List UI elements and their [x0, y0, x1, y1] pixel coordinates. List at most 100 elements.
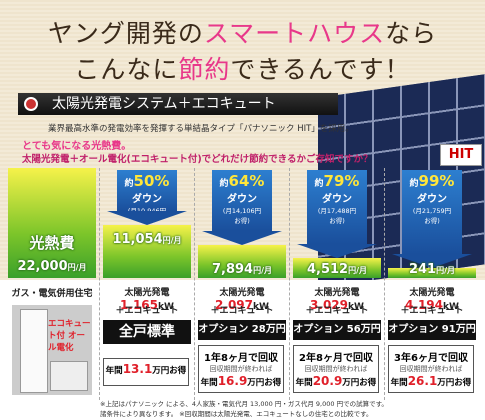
result-box: 2年8ヶ月で回収 回収期間が終われば 年間20.9万円お得	[293, 345, 379, 393]
option: オプション 91万円	[388, 320, 476, 340]
footnote: 諸条件により異なります。 ※回収期間は太陽光発電、エコキュートなしの住宅との比較…	[100, 410, 373, 418]
divider	[99, 168, 100, 400]
unit: 円/月	[436, 266, 456, 275]
title-part: できるんです！	[230, 55, 411, 84]
title-part: ヤング開発の	[47, 19, 204, 48]
after: 回収期間が終われば	[209, 365, 273, 373]
percent-line: 約99%	[402, 172, 462, 190]
percent: 99%	[418, 172, 455, 190]
annual: 年間16.9万円お得	[199, 374, 283, 388]
bar	[8, 168, 96, 278]
title-part: こんなに	[74, 55, 179, 84]
arrow-text: ダウン	[227, 194, 257, 205]
annual-value: 26.1	[407, 374, 438, 388]
cost-line: 4,512円/月	[293, 262, 381, 277]
kw: 3.029	[310, 298, 349, 312]
annual: 年間20.9万円お得	[294, 374, 378, 388]
baseline-cost: 22,000円/月	[8, 259, 96, 274]
kw-unit: kW	[158, 302, 174, 312]
after: 回収期間が終われば	[399, 365, 463, 373]
bar	[103, 225, 191, 278]
cost: 11,054	[112, 232, 163, 247]
unit: 円/月	[253, 266, 273, 275]
arrow-text: お得)	[424, 217, 440, 225]
system: 太陽光発電1.165kW	[103, 285, 191, 312]
arrow: 約50% ダウン (月10,946円 お得)	[117, 170, 177, 225]
divider	[384, 168, 385, 400]
kw: 4.194	[405, 298, 444, 312]
plus: ＋エコキュート	[115, 306, 179, 316]
annual-post: 万円お得	[437, 378, 472, 388]
payback: 2年8ヶ月で回収	[299, 353, 373, 364]
bar	[198, 245, 286, 278]
title-part: なら	[385, 19, 438, 48]
system: 太陽光発電4.194kW	[388, 285, 476, 312]
bar	[293, 258, 381, 278]
unit: 円/月	[67, 263, 87, 272]
section-title: 太陽光発電システム＋エコキュート	[18, 93, 338, 115]
tank	[20, 309, 48, 393]
percent-line: 約79%	[307, 172, 367, 190]
system: 太陽光発電3.029kW	[293, 285, 381, 312]
bar	[388, 268, 476, 278]
question: 太陽光発電＋オール電化(エコキュート付)でどれだけ節約できるかご存知ですか？	[22, 154, 373, 165]
description: 業界最高水準の発電効率を発揮する単結晶タイプ「パナソニック HIT」を採用。	[48, 124, 354, 134]
icon	[24, 97, 38, 111]
arrow-text: お得)	[234, 217, 250, 225]
payback: 1年8ヶ月で回収	[204, 353, 278, 364]
annual-pre: 年間	[105, 366, 123, 376]
arrow-head	[297, 244, 377, 258]
title-line2: こんなに節約できるんです！	[0, 50, 485, 86]
kw: 2.097	[215, 298, 254, 312]
annual-post: 万円お得	[152, 366, 187, 376]
unit: 円/月	[348, 266, 368, 275]
product-image: エコキュート付 オール電化	[12, 305, 92, 395]
system: 太陽光発電2.097kW	[198, 285, 286, 312]
cost: 7,894	[211, 262, 254, 277]
cost-line: 11,054円/月	[103, 232, 191, 247]
arrow-text: (月17,488円	[317, 207, 357, 215]
option: オプション 28万円	[198, 320, 286, 340]
about: 約	[124, 179, 134, 189]
cost-line: 241円/月	[388, 262, 476, 277]
arrow-head	[202, 231, 282, 245]
unit-box	[50, 361, 88, 391]
annual-pre: 年間	[295, 378, 313, 388]
about: 約	[314, 179, 324, 189]
cost: 22,000	[17, 259, 68, 274]
annual: 年間26.1万円お得	[389, 374, 473, 388]
title-line1: ヤング開発のスマートハウスなら	[0, 14, 485, 50]
kw-unit: kW	[253, 302, 269, 312]
divider	[289, 168, 290, 400]
baseline-label: 光熱費	[29, 234, 75, 252]
arrow-text: お得)	[329, 217, 345, 225]
plus: ＋エコキュート	[210, 306, 274, 316]
option: オプション 56万円	[293, 320, 381, 340]
annual: 年間13.1万円お得	[104, 362, 188, 376]
kw: 1.165	[120, 298, 159, 312]
payback: 3年6ヶ月で回収	[394, 353, 468, 364]
result-box: 1年8ヶ月で回収 回収期間が終われば 年間16.9万円お得	[198, 345, 284, 393]
question-lead: とても気になる光熱費。	[22, 141, 132, 152]
annual-post: 万円お得	[247, 378, 282, 388]
arrow: 約99% ダウン (月21,759円 お得)	[402, 170, 462, 254]
annual-value: 20.9	[312, 374, 343, 388]
title-part: スマートハウス	[203, 19, 386, 48]
percent: 79%	[323, 172, 360, 190]
cost: 4,512	[306, 262, 349, 277]
arrow-head	[392, 254, 472, 268]
result-box: 3年6ヶ月で回収 回収期間が終われば 年間26.1万円お得	[388, 345, 474, 393]
arrow-text: (月14,106円	[222, 207, 262, 215]
system-name: 太陽光発電	[314, 288, 360, 298]
system-name: 太陽光発電	[409, 288, 455, 298]
arrow-text: (月21,759円	[412, 207, 452, 215]
annual-value: 13.1	[122, 362, 153, 376]
arrow: 約64% ダウン (月14,106円 お得)	[212, 170, 272, 231]
arrow-text: ダウン	[417, 194, 447, 205]
annual-value: 16.9	[217, 374, 248, 388]
kw-unit: kW	[348, 302, 364, 312]
plus: ＋エコキュート	[305, 306, 369, 316]
option: 全戸標準	[103, 320, 191, 344]
unit: 円/月	[162, 236, 182, 245]
